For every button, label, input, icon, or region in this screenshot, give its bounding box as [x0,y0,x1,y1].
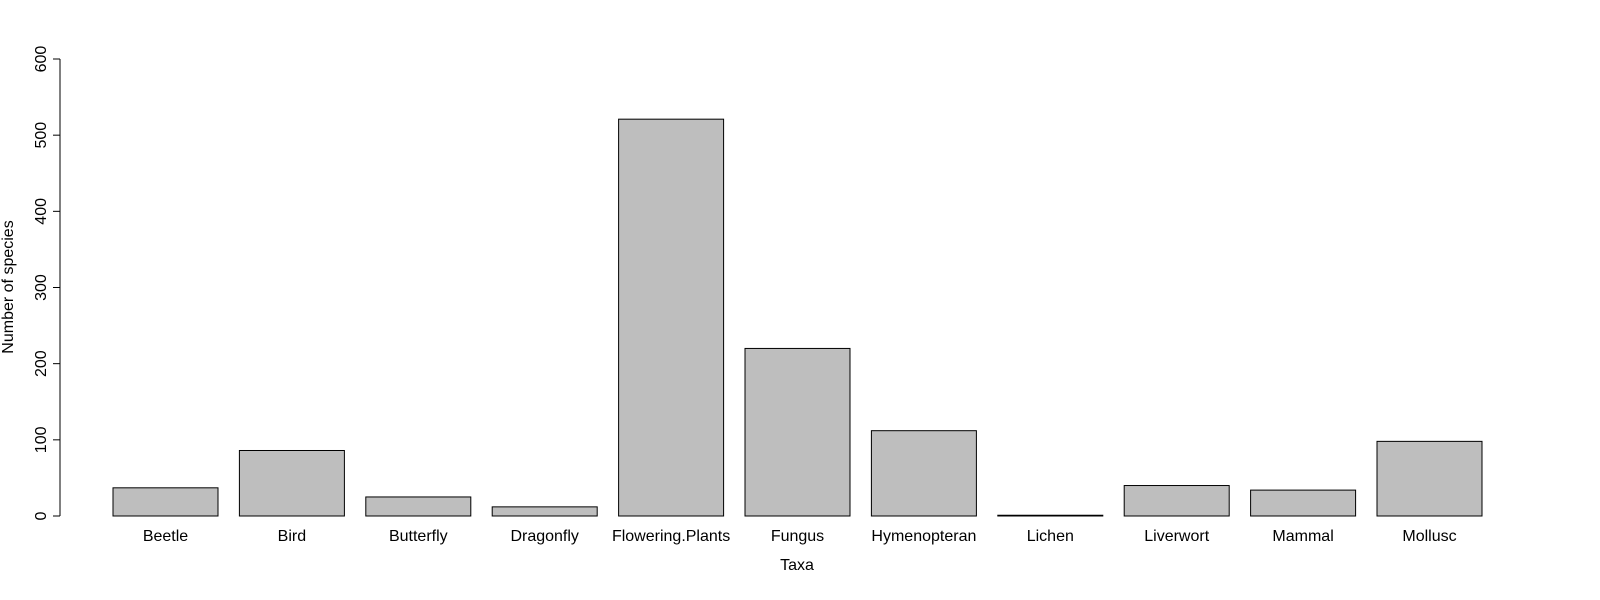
y-axis-title: Number of species [0,220,17,353]
x-axis-title: Taxa [780,557,814,574]
y-tick-label: 400 [33,198,50,225]
bar-liverwort [1123,485,1230,517]
x-category-label: Hymenopteran [871,528,976,545]
bar-mammal [1250,489,1357,517]
x-category-label: Dragonfly [510,528,578,545]
x-category-label: Beetle [143,528,188,545]
y-tick-label: 300 [33,274,50,301]
x-category-label: Fungus [771,528,824,545]
x-category-label: Mammal [1272,528,1333,545]
bar-dragonfly [491,506,598,517]
bar-mollusc [1376,440,1483,517]
bars [112,118,1483,517]
bar-bird [238,449,345,517]
y-tick-label: 100 [33,426,50,453]
bar-hymenopteran [870,430,977,517]
x-category-label: Mollusc [1402,528,1456,545]
bar-lichen [997,514,1104,517]
x-category-label: Butterfly [389,528,448,545]
bar-flowering-plants [618,118,725,517]
bar-fungus [744,347,851,517]
x-category-label: Lichen [1027,528,1074,545]
x-category-labels: Beetle Bird Butterfly Dragonfly Flowering.Pl… [143,528,1457,545]
bar-butterfly [365,496,472,517]
bar-beetle [112,487,219,517]
y-tick-label: 200 [33,350,50,377]
x-category-label: Bird [278,528,306,545]
y-tick-label: 600 [33,46,50,73]
y-tick-label: 500 [33,122,50,149]
x-category-label: Flowering.Plants [612,528,730,545]
x-category-label: Liverwort [1144,528,1209,545]
y-axis: 0 100 200 300 400 500 600 [33,46,61,520]
y-tick-label: 0 [33,511,50,520]
